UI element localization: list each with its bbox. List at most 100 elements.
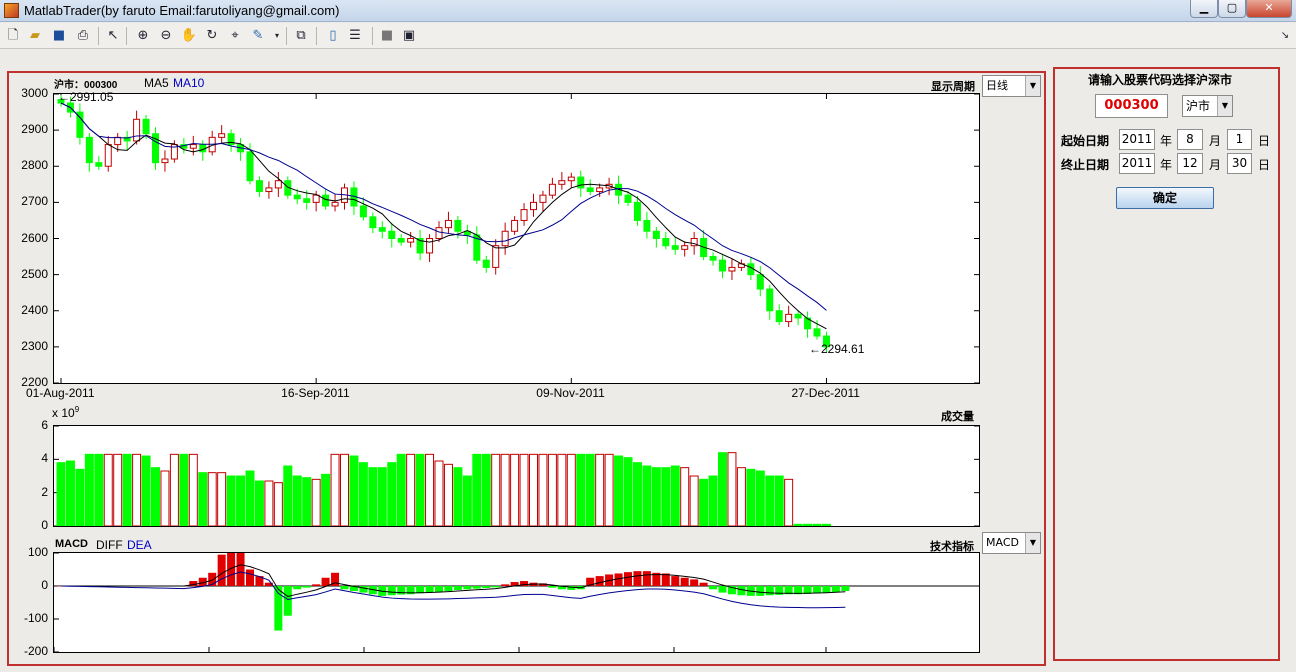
link-plot-icon[interactable]: ⧉ [296,28,306,43]
macd-axes[interactable] [53,552,980,653]
volume-bar [311,478,321,526]
macd-bar [302,586,311,588]
volume-bar [132,453,142,526]
volume-bar [510,453,520,526]
candle-body [407,238,415,243]
candle-body [577,176,585,189]
volume-bar [141,455,151,526]
candle-body [435,227,443,240]
volume-bar [680,467,690,526]
volume-bar [245,470,255,526]
volume-bar [632,462,642,526]
data-cursor-icon[interactable]: ⌖ [231,28,239,43]
macd-bar [718,586,727,593]
volume-bar [727,452,737,526]
price-x-tick-label: 16-Sep-2011 [281,386,350,400]
dock-arrow-icon[interactable]: ↘ [1280,30,1290,41]
macd-bar [416,586,425,594]
macd-bar [784,586,793,595]
candle-body [785,313,793,323]
candle-body [170,144,178,160]
volume-bar [566,453,576,526]
volume-bar-chart [54,426,979,526]
macd-bar [387,586,396,596]
macd-bar [690,579,699,586]
price-x-tick-label: 01-Aug-2011 [26,386,95,400]
start-day-unit: 日 [1258,134,1271,148]
end-year-input[interactable]: 2011 [1119,153,1155,174]
legend-icon[interactable]: ☰ [349,28,361,43]
candle-body [416,238,424,254]
print-icon[interactable]: ⎙ [77,28,89,43]
macd-bar [340,586,349,590]
period-select-value: 日线 [986,79,1008,92]
end-month-input[interactable]: 12 [1177,153,1203,174]
minimize-button[interactable]: ▁ [1190,0,1218,18]
figure-toolbar: 🗋 ▰ ■ ⎙ ↖ ⊕ ⊖ ✋ ↻ ⌖ ✎ ▾ ⧉ ▯ ☰ ■ ▣ ↘ [0,23,1296,49]
macd-bar [359,586,368,593]
macd-y-tick-label: -200 [23,644,48,658]
end-month-unit: 月 [1209,158,1222,172]
brush-icon[interactable]: ✎ [252,28,264,43]
new-figure-icon[interactable]: 🗋 [7,28,19,43]
candle-body [246,151,254,182]
indicator-select[interactable]: MACD ▼ [982,532,1041,554]
volume-bar [377,467,387,526]
zoom-in-icon[interactable]: ⊕ [137,28,149,43]
zoom-out-icon[interactable]: ⊖ [160,28,172,43]
volume-bar [519,453,529,526]
macd-bar [520,581,529,586]
price-axes[interactable] [53,93,980,384]
chart-frame [7,71,1046,666]
candle-body [123,136,131,142]
hide-plot-tools-icon[interactable]: ■ [380,28,394,43]
volume-bar [746,468,756,526]
macd-bar [217,554,226,586]
start-year-input[interactable]: 2011 [1119,129,1155,150]
macd-bar [557,586,566,590]
volume-bar [529,453,538,526]
pan-icon[interactable]: ✋ [180,28,198,43]
ma5-line [60,102,827,330]
volume-bar [462,475,472,526]
macd-bar [680,577,689,586]
candle-body [142,118,150,135]
candle-body [794,313,802,319]
brush-dropdown-icon[interactable]: ▾ [274,31,279,40]
period-select[interactable]: 日线 ▼ [982,75,1041,97]
price-y-tick-label: 2200 [21,375,48,389]
volume-bar [151,467,160,526]
macd-bar [822,586,831,593]
candle-body [426,238,434,254]
volume-axes[interactable] [53,425,980,527]
volume-bar [500,453,510,526]
maximize-button[interactable]: ▢ [1218,0,1246,18]
confirm-button[interactable]: 确定 [1116,187,1214,209]
candle-body [322,194,330,207]
rotate-3d-icon[interactable]: ↻ [206,28,218,43]
save-icon[interactable]: ■ [52,28,66,43]
start-day-input[interactable]: 1 [1227,129,1252,150]
close-button[interactable]: ✕ [1246,0,1292,18]
open-file-icon[interactable]: ▰ [30,28,40,43]
start-month-input[interactable]: 8 [1177,129,1203,150]
stock-code-input[interactable]: 000300 [1095,94,1168,118]
candle-body [388,230,396,239]
macd-bar [671,576,680,586]
pointer-icon[interactable]: ↖ [107,28,119,43]
volume-bar [198,472,208,526]
market-select-value: 沪市 [1186,99,1211,113]
volume-bar [821,523,831,526]
candle-body [511,219,519,232]
end-day-input[interactable]: 30 [1227,153,1252,174]
candle-body [586,187,594,193]
show-plot-tools-icon[interactable]: ▣ [402,28,416,43]
macd-bar [501,584,510,586]
colorbar-icon[interactable]: ▯ [329,28,337,43]
volume-bar [481,453,491,526]
market-select[interactable]: 沪市 ▼ [1182,95,1233,117]
macd-bar [775,586,784,595]
volume-bar [349,455,359,526]
macd-bar [727,586,736,595]
volume-bar [774,475,784,526]
